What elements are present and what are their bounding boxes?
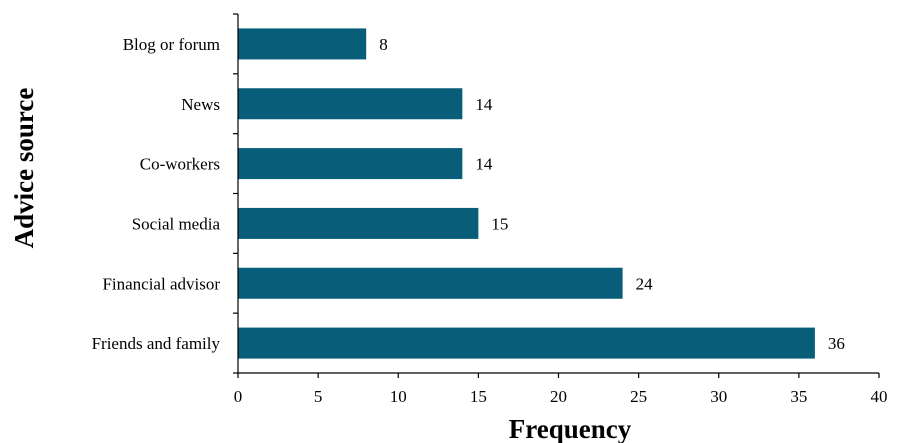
category-labels: Blog or forum News Co-workers Social media F… — [92, 35, 221, 353]
bar-2 — [238, 148, 463, 180]
x-tick-label: 15 — [470, 387, 487, 406]
data-label: 14 — [475, 155, 493, 174]
bar-0 — [238, 28, 367, 60]
x-tick-label: 0 — [234, 387, 243, 406]
bar-5 — [238, 327, 815, 359]
y-ticks — [233, 13, 238, 374]
x-tick-label: 40 — [871, 387, 888, 406]
data-label: 14 — [475, 95, 493, 114]
x-tick-label: 30 — [710, 387, 727, 406]
x-tick-label: 20 — [550, 387, 567, 406]
category-label: Friends and family — [92, 334, 221, 353]
x-tick-label: 5 — [314, 387, 323, 406]
x-ticks: 0 5 10 15 20 25 30 35 40 — [234, 373, 888, 406]
data-label: 36 — [828, 334, 845, 353]
category-label: Financial advisor — [102, 274, 220, 293]
bar-4 — [238, 267, 623, 299]
axes — [237, 14, 879, 374]
bar-1 — [238, 88, 463, 120]
value-labels: 8 14 14 15 24 36 — [379, 35, 845, 353]
category-label: News — [181, 95, 220, 114]
y-axis-title: Advice source — [9, 88, 39, 249]
data-label: 15 — [491, 214, 508, 233]
x-tick-label: 10 — [390, 387, 407, 406]
data-label: 8 — [379, 35, 388, 54]
x-tick-label: 25 — [630, 387, 647, 406]
bars — [238, 28, 815, 359]
x-tick-label: 35 — [790, 387, 807, 406]
x-axis-title: Frequency — [509, 414, 632, 443]
category-label: Blog or forum — [123, 35, 220, 54]
category-label: Co-workers — [140, 155, 220, 174]
bar-3 — [238, 207, 479, 239]
category-label: Social media — [132, 214, 221, 233]
data-label: 24 — [636, 274, 654, 293]
